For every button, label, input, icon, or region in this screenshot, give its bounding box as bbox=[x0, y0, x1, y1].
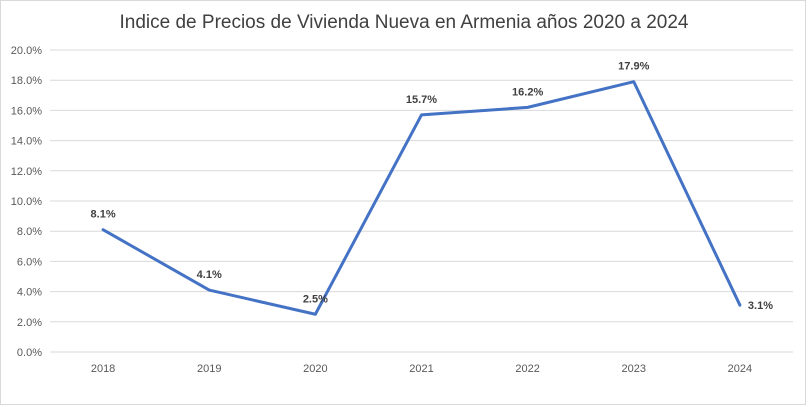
data-label: 17.9% bbox=[618, 61, 649, 73]
data-label: 2.5% bbox=[303, 293, 328, 305]
data-label: 16.2% bbox=[512, 86, 543, 98]
data-label: 4.1% bbox=[197, 269, 222, 281]
x-tick-label: 2020 bbox=[303, 363, 327, 375]
chart-title: Indice de Precios de Vivienda Nueva en A… bbox=[120, 12, 689, 33]
series-group bbox=[101, 80, 742, 316]
y-tick-label: 4.0% bbox=[17, 287, 42, 299]
x-tick-label: 2018 bbox=[91, 363, 115, 375]
y-tick-label: 2.0% bbox=[17, 317, 42, 329]
y-tick-label: 20.0% bbox=[11, 45, 42, 57]
y-tick-label: 18.0% bbox=[11, 75, 42, 87]
data-label: 3.1% bbox=[748, 300, 773, 312]
x-tick-label: 2021 bbox=[409, 363, 433, 375]
series-line bbox=[101, 80, 742, 316]
y-axis-ticks: 0.0% 2.0% 4.0% 6.0% 8.0% 10.0% 12.0% 14.0% 16.0%… bbox=[11, 45, 42, 359]
y-tick-label: 14.0% bbox=[11, 136, 42, 148]
y-tick-label: 16.0% bbox=[11, 105, 42, 117]
data-labels: 8.1% 4.1% 2.5% 15.7% 16.2% 17.9% 3.1% bbox=[91, 61, 774, 312]
data-label: 8.1% bbox=[91, 209, 116, 221]
x-axis-ticks: 2018 2019 2020 2021 2022 2023 2024 bbox=[91, 363, 752, 375]
x-tick-label: 2024 bbox=[728, 363, 752, 375]
x-tick-label: 2023 bbox=[622, 363, 646, 375]
x-tick-label: 2019 bbox=[197, 363, 221, 375]
gridlines bbox=[50, 49, 793, 353]
y-tick-label: 6.0% bbox=[17, 256, 42, 268]
y-tick-label: 0.0% bbox=[17, 347, 42, 359]
y-tick-label: 10.0% bbox=[11, 196, 42, 208]
data-label: 15.7% bbox=[406, 94, 437, 106]
y-tick-label: 8.0% bbox=[17, 226, 42, 238]
x-tick-label: 2022 bbox=[515, 363, 539, 375]
y-tick-label: 12.0% bbox=[11, 166, 42, 178]
